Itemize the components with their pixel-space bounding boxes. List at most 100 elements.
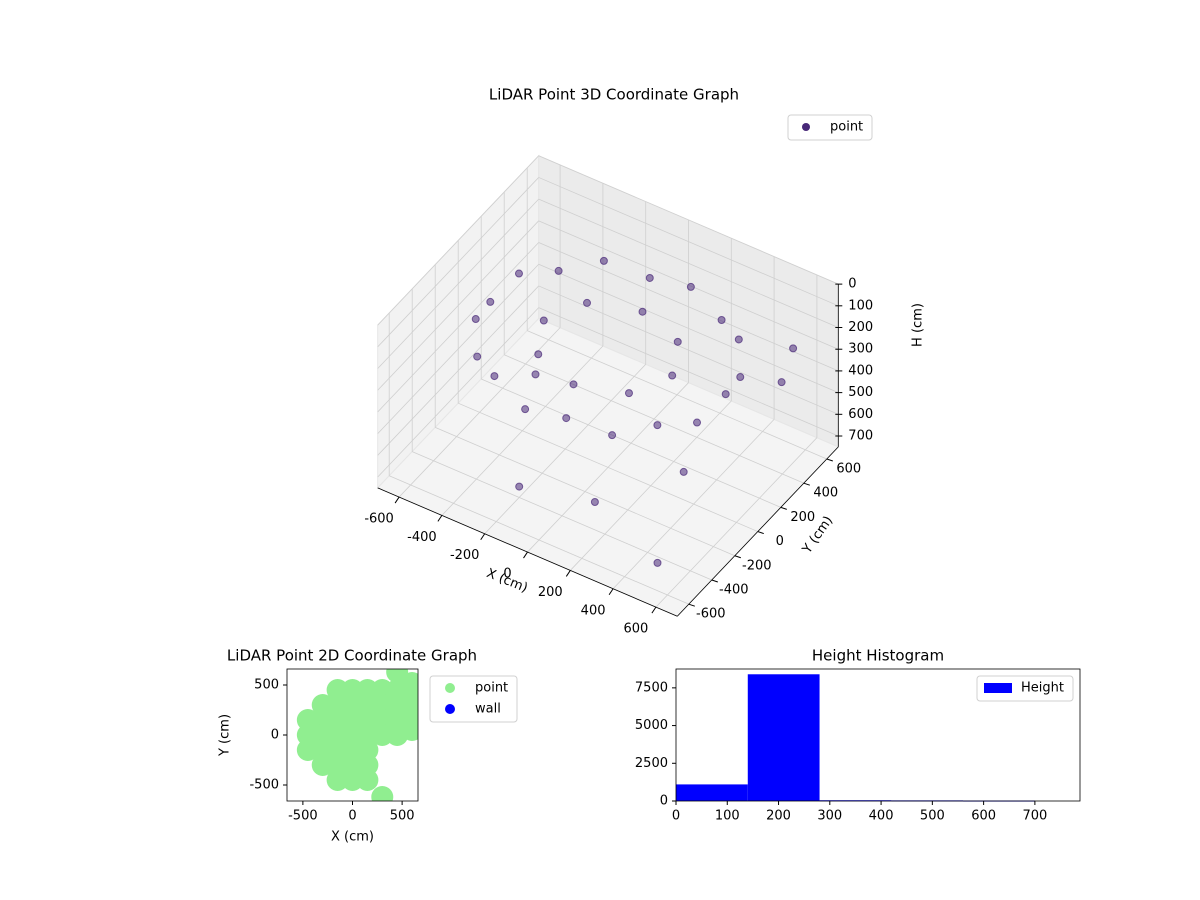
point xyxy=(777,378,786,387)
point xyxy=(734,335,743,344)
z-tick-label: 500 xyxy=(848,385,873,400)
grid-line xyxy=(377,307,539,478)
x-tick-label: 300 xyxy=(817,809,842,824)
point xyxy=(693,418,702,427)
y-tick xyxy=(780,506,787,510)
x-tick xyxy=(608,588,614,596)
grid-line xyxy=(412,451,712,581)
z-tick-label: 0 xyxy=(848,277,856,292)
grid-line xyxy=(538,285,839,415)
y-axis-label: Y (cm) xyxy=(218,714,233,757)
z-tick-label: 200 xyxy=(848,320,873,335)
x-tick xyxy=(437,515,443,522)
y-tick xyxy=(826,458,833,462)
point xyxy=(736,373,745,382)
point xyxy=(673,337,682,346)
point xyxy=(583,298,592,307)
y-tick-label: 400 xyxy=(813,486,838,501)
y-tick xyxy=(803,482,810,486)
x-tick-label: 400 xyxy=(869,809,894,824)
x-tick-label: -400 xyxy=(407,530,437,545)
x-tick-label: 200 xyxy=(766,809,791,824)
point xyxy=(721,390,730,399)
point xyxy=(371,786,394,801)
z-tick-label: 300 xyxy=(848,342,873,357)
grid-line xyxy=(377,155,539,326)
point xyxy=(534,350,543,359)
grid-line xyxy=(527,330,827,460)
legend-label: point xyxy=(830,120,863,135)
point xyxy=(668,371,677,380)
point xyxy=(356,769,379,791)
x-tick-label: 600 xyxy=(971,809,996,824)
grid-line xyxy=(538,198,839,328)
legend-box xyxy=(787,114,873,141)
point xyxy=(521,405,530,414)
grid-line xyxy=(538,307,839,437)
y-tick-label: 500 xyxy=(254,678,279,693)
x-tick-label: 0 xyxy=(503,567,511,582)
y-tick-label: 5000 xyxy=(635,718,668,733)
grid-line xyxy=(377,177,539,348)
grid-line xyxy=(377,198,539,369)
z-tick-label: 400 xyxy=(848,363,873,378)
grid-line xyxy=(435,427,735,557)
point xyxy=(638,307,647,316)
point xyxy=(645,273,654,282)
axes-frame xyxy=(675,668,1081,802)
point xyxy=(653,421,662,430)
grid-line xyxy=(377,242,539,413)
point xyxy=(471,315,480,324)
point xyxy=(473,352,482,361)
x-tick xyxy=(651,606,657,614)
y-tick-label: 200 xyxy=(790,510,815,525)
point xyxy=(590,497,599,506)
point xyxy=(789,344,798,353)
bar xyxy=(676,784,748,801)
point xyxy=(717,315,726,324)
x-tick-label: -500 xyxy=(288,809,318,824)
y-tick-label: 600 xyxy=(836,461,861,476)
z-tick-label: 100 xyxy=(848,298,873,313)
point xyxy=(554,266,563,275)
x-tick-label: 0 xyxy=(348,809,356,824)
chart-title: Height Histogram xyxy=(812,647,944,665)
grid-line xyxy=(538,177,839,307)
x-axis-label: X (cm) xyxy=(331,830,374,845)
point xyxy=(515,482,524,491)
y-tick xyxy=(688,603,695,607)
x-tick xyxy=(523,551,528,559)
x-tick-label: -600 xyxy=(364,512,394,527)
y-tick-label: -500 xyxy=(249,778,279,793)
point xyxy=(653,558,662,567)
point xyxy=(490,372,499,381)
y-tick-label: -200 xyxy=(742,558,772,573)
y-tick-label: -600 xyxy=(696,607,726,622)
grid-line xyxy=(389,475,689,605)
x-tick-label: 500 xyxy=(390,809,415,824)
grid-line xyxy=(377,220,539,391)
plot-area xyxy=(296,669,418,801)
grid-line xyxy=(377,285,539,456)
grid-line xyxy=(458,402,758,532)
grid-line xyxy=(481,378,781,508)
bar xyxy=(747,674,820,801)
z-tick-label: 600 xyxy=(848,407,873,422)
z-axis-label: H (cm) xyxy=(911,303,926,347)
grid-line xyxy=(377,263,539,434)
legend-box xyxy=(976,675,1074,702)
point xyxy=(599,256,608,265)
y-tick-label: 0 xyxy=(271,728,279,743)
y-tick-label: 7500 xyxy=(635,680,668,695)
y-tick-label: 0 xyxy=(776,534,784,549)
point xyxy=(486,297,495,306)
grid-line xyxy=(538,263,839,393)
y-tick xyxy=(734,555,741,559)
legend-marker xyxy=(445,683,455,693)
point xyxy=(569,380,578,389)
x-axis xyxy=(377,487,678,617)
point xyxy=(539,316,548,325)
y-tick-label: 0 xyxy=(660,794,668,809)
x-tick-label: 100 xyxy=(715,809,740,824)
chart-title: LiDAR Point 2D Coordinate Graph xyxy=(227,647,477,665)
